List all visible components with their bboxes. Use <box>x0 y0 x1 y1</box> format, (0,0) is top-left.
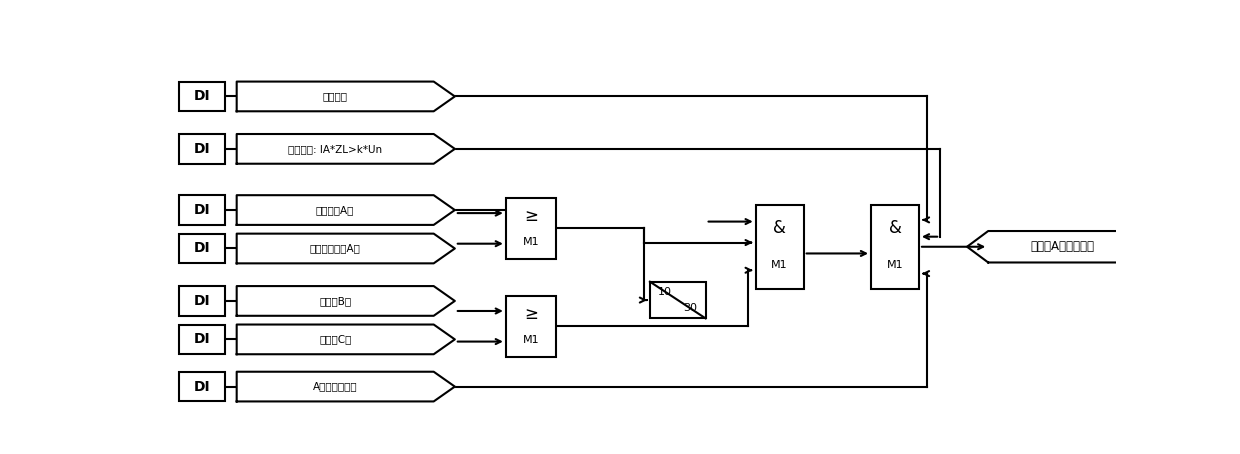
FancyBboxPatch shape <box>179 234 226 263</box>
FancyBboxPatch shape <box>179 325 226 354</box>
Text: M1: M1 <box>771 260 787 270</box>
FancyBboxPatch shape <box>179 82 226 111</box>
Polygon shape <box>237 372 455 401</box>
Text: &: & <box>774 219 786 237</box>
Text: DI: DI <box>193 89 211 104</box>
FancyBboxPatch shape <box>179 195 226 225</box>
Text: DI: DI <box>193 332 211 346</box>
Text: DI: DI <box>193 380 211 394</box>
Text: 非全相选A区: 非全相选A区 <box>316 205 355 215</box>
FancyBboxPatch shape <box>506 296 556 357</box>
Text: 保护跳C后: 保护跳C后 <box>319 335 351 345</box>
Text: 对侧非全相选A区: 对侧非全相选A区 <box>310 243 361 253</box>
FancyBboxPatch shape <box>650 281 706 318</box>
Text: 非全相A相接地正向: 非全相A相接地正向 <box>1030 240 1095 253</box>
Polygon shape <box>237 195 455 225</box>
Text: DI: DI <box>193 242 211 256</box>
FancyBboxPatch shape <box>179 372 226 401</box>
Text: DI: DI <box>193 294 211 308</box>
Polygon shape <box>967 231 1137 262</box>
Text: ≥: ≥ <box>523 305 538 323</box>
Text: 30: 30 <box>683 303 698 313</box>
Text: ≥: ≥ <box>523 207 538 225</box>
Text: &: & <box>889 219 901 237</box>
FancyBboxPatch shape <box>179 286 226 316</box>
Polygon shape <box>237 325 455 354</box>
FancyBboxPatch shape <box>506 198 556 259</box>
FancyBboxPatch shape <box>870 205 919 289</box>
FancyBboxPatch shape <box>755 205 804 289</box>
Polygon shape <box>237 286 455 316</box>
Text: DI: DI <box>193 142 211 156</box>
Text: M1: M1 <box>887 260 903 270</box>
Text: 保护跳B后: 保护跳B后 <box>319 296 351 306</box>
Text: M1: M1 <box>522 335 539 345</box>
Polygon shape <box>237 234 455 263</box>
FancyBboxPatch shape <box>179 134 226 164</box>
Text: 10: 10 <box>658 287 672 297</box>
Polygon shape <box>237 82 455 111</box>
Polygon shape <box>237 134 455 164</box>
Text: 保护启动: 保护启动 <box>322 91 347 101</box>
Text: A相接地四边形: A相接地四边形 <box>312 381 357 392</box>
Text: DI: DI <box>193 203 211 217</box>
Text: 电压判别: IA*ZL>k*Un: 电压判别: IA*ZL>k*Un <box>288 144 382 154</box>
Text: M1: M1 <box>522 237 539 247</box>
